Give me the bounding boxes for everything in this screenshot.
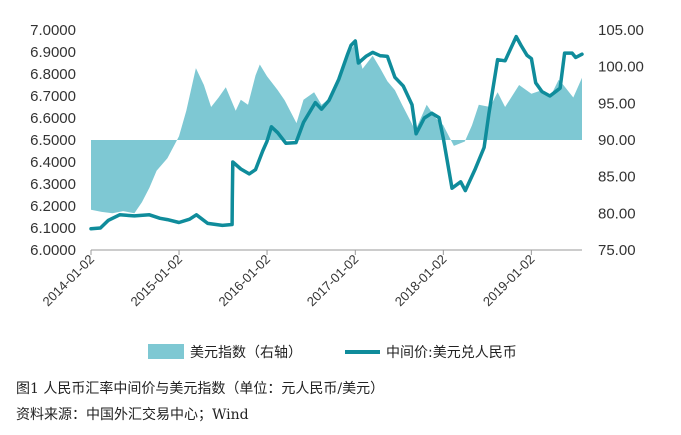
right-tick-label: 85.00: [598, 169, 636, 186]
x-tick-label: 2017-01-02: [304, 252, 362, 310]
left-tick-label: 6.7000: [30, 88, 76, 105]
left-tick-label: 6.4000: [30, 154, 76, 171]
legend-area-swatch: [148, 344, 184, 359]
x-tick-label: 2018-01-02: [392, 252, 450, 310]
dollar-index-area: [91, 43, 582, 214]
right-tick-label: 95.00: [598, 95, 636, 112]
x-tick-label: 2015-01-02: [128, 252, 186, 310]
left-tick-label: 6.6000: [30, 110, 76, 127]
right-tick-label: 100.00: [598, 59, 644, 76]
left-tick-label: 7.0000: [30, 22, 76, 39]
x-tick-label: 2019-01-02: [480, 252, 538, 310]
cny-midpoint-line: [89, 34, 584, 231]
data-source: 资料来源：中国外汇交易中心；Wind: [16, 407, 249, 423]
x-tick-label: 2014-01-02: [39, 252, 97, 310]
right-tick-label: 75.00: [598, 242, 636, 259]
right-tick-label: 105.00: [598, 22, 644, 39]
left-tick-label: 6.5000: [30, 132, 76, 149]
left-tick-label: 6.1000: [30, 220, 76, 237]
right-tick-label: 90.00: [598, 132, 636, 149]
cny-midpoint-line-path: [89, 34, 584, 231]
right-tick-label: 80.00: [598, 205, 636, 222]
dollar-index-area-path: [91, 43, 582, 214]
left-tick-label: 6.3000: [30, 176, 76, 193]
chart: 6.0000 6.1000 6.2000 6.3000 6.4000 6.5000 6.60…: [30, 22, 644, 361]
x-tick-label: 2016-01-02: [216, 252, 274, 310]
legend-line-label: 中间价:美元兑人民币: [386, 345, 517, 361]
legend: 美元指数（右轴） 中间价:美元兑人民币: [148, 344, 517, 361]
left-axis-ticks: 6.0000 6.1000 6.2000 6.3000 6.4000 6.5000 6.60…: [30, 22, 76, 259]
x-axis-ticks: 2014-01-02 2015-01-02 2016-01-02 2017-01-02…: [39, 250, 537, 309]
left-tick-label: 6.9000: [30, 44, 76, 61]
left-tick-label: 6.0000: [30, 242, 76, 259]
right-axis-ticks: 75.00 80.00 85.00 90.00 95.00 100.00 105.00: [598, 22, 644, 259]
legend-area-label: 美元指数（右轴）: [190, 345, 302, 361]
left-tick-label: 6.2000: [30, 198, 76, 215]
left-tick-label: 6.8000: [30, 66, 76, 83]
figure-caption: 图1 人民币汇率中间价与美元指数（单位：元人民币/美元）: [16, 381, 385, 397]
